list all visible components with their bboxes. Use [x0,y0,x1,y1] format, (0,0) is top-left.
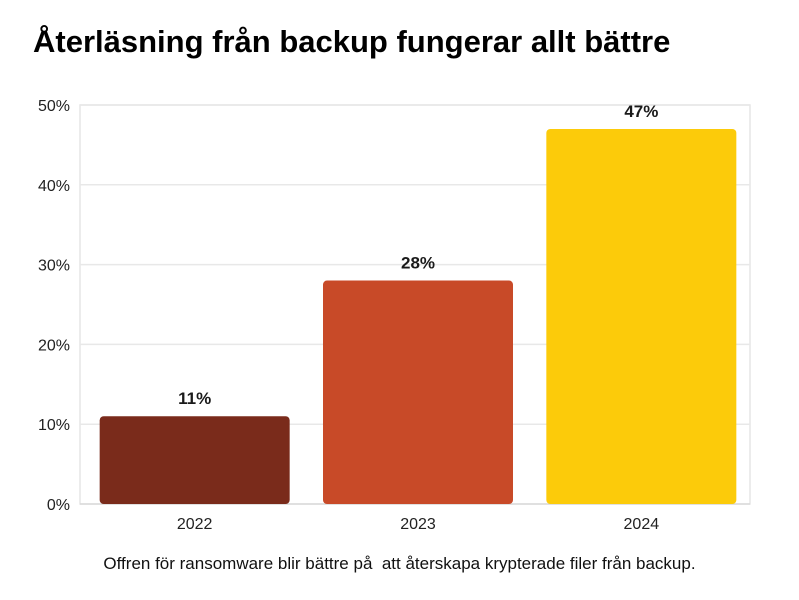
chart-caption: Offren för ransomware blir bättre på att… [103,554,696,573]
bar [323,280,513,504]
y-tick-label: 30% [38,258,70,275]
y-tick-label: 50% [38,98,70,115]
x-tick-label: 2024 [624,516,660,533]
x-tick-label: 2023 [400,516,436,533]
y-tick-label: 40% [38,178,70,195]
chart-title: Återläsning från backup fungerar allt bä… [33,24,671,59]
bar [99,416,290,504]
y-tick-label: 20% [38,337,70,354]
data-label: 28% [401,254,435,273]
bar [546,128,737,504]
y-tick-label: 10% [38,417,70,434]
y-tick-label: 0% [47,497,70,514]
x-tick-label: 2022 [177,516,213,533]
data-label: 47% [624,102,658,121]
data-label: 11% [178,389,211,408]
